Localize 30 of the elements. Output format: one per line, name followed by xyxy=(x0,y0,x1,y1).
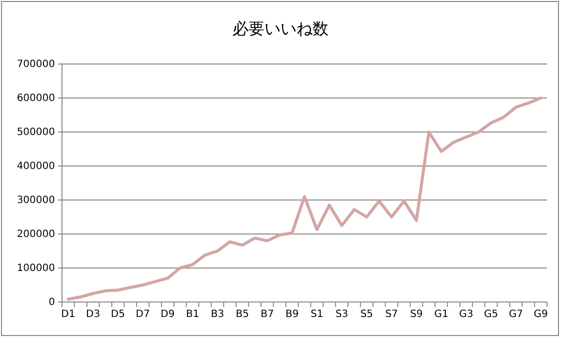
x-tick-label: S7 xyxy=(385,309,398,320)
x-tick-label: G9 xyxy=(534,309,548,320)
y-tick-label: 600000 xyxy=(16,93,55,104)
x-tick-label: G7 xyxy=(508,309,523,320)
x-tick-label: D1 xyxy=(61,309,76,320)
x-tick-label: B1 xyxy=(186,309,200,320)
y-tick-label: 700000 xyxy=(16,59,55,70)
x-tick-label: S1 xyxy=(310,309,324,320)
x-tick-label: S5 xyxy=(360,309,374,320)
x-tick-label: D3 xyxy=(86,309,100,320)
x-tick-label: D9 xyxy=(160,309,175,320)
y-tick-label: 400000 xyxy=(16,161,55,172)
x-tick-label: G5 xyxy=(484,309,498,320)
y-tick-label: 200000 xyxy=(16,229,55,240)
x-tick-label: D7 xyxy=(136,309,150,320)
x-tick-label: D5 xyxy=(110,309,125,320)
x-tick-label: B9 xyxy=(285,309,299,320)
y-tick-label: 100000 xyxy=(16,263,55,274)
x-tick-label: S9 xyxy=(410,309,423,320)
y-tick-label: 0 xyxy=(48,297,55,308)
chart-title: 必要いいね数 xyxy=(232,19,328,38)
x-tick-label: B5 xyxy=(236,309,249,320)
x-tick-label: B7 xyxy=(260,309,274,320)
x-tick-label: B3 xyxy=(210,309,224,320)
x-tick-label: S3 xyxy=(335,309,348,320)
x-tick-label: G3 xyxy=(459,309,474,320)
y-tick-label: 300000 xyxy=(16,195,55,206)
y-tick-label: 500000 xyxy=(16,127,55,138)
line-series xyxy=(66,96,542,301)
x-tick-label: G1 xyxy=(434,309,448,320)
